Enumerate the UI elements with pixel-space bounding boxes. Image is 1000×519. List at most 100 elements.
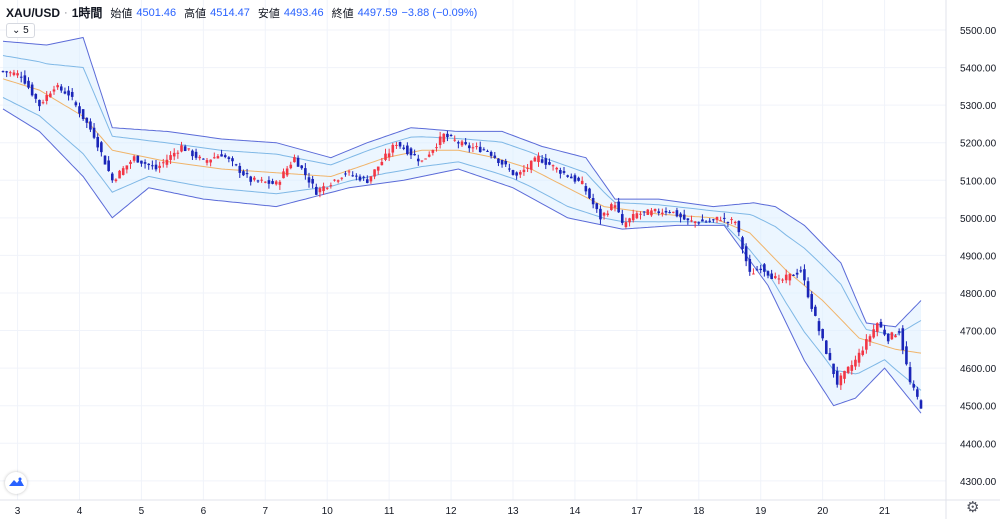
candle-body [719,220,722,222]
bollinger-fill [3,37,921,414]
candle-body [500,160,504,165]
candle-body [475,146,478,148]
candle-body [835,371,839,385]
candle-body [183,146,187,151]
candle-body [518,171,522,175]
y-tick-label: 4400.00 [960,439,997,450]
candle-body [125,165,129,170]
candle-body [256,180,260,182]
candle-body [347,171,351,173]
candle-body [187,148,191,150]
candle-body [172,152,176,157]
candle-body [376,166,380,171]
candle-body [67,90,70,96]
candle-body [49,93,52,98]
candle-body [81,109,85,120]
interval-label[interactable]: 1時間 [71,6,103,20]
candle-body [497,158,500,163]
candle-body [901,328,905,351]
candle-body [56,85,59,88]
close-label: 終値 [331,7,354,20]
candle-body [580,180,584,185]
change-value: −3.88 (−0.09%) [401,6,478,19]
candle-body [628,218,631,223]
candle-body [759,268,763,271]
candle-body [438,136,442,145]
candle-body [697,222,701,224]
candle-body [151,165,154,167]
study-toggle-button[interactable]: ⌄ 5 [6,23,35,38]
open-value: 4501.46 [136,6,177,19]
candle-body [602,212,606,216]
candle-body [679,213,682,218]
candle-body [333,179,336,181]
candle-body [606,213,610,215]
candle-body [30,84,34,96]
candle-body [712,219,715,221]
tradingview-logo-icon[interactable] [5,472,27,494]
candle-body [289,164,293,169]
gear-icon[interactable]: ⚙ [966,499,980,516]
candle-body [395,144,398,146]
candle-body [908,367,912,383]
candle-body [701,219,704,222]
candle-body [322,186,325,192]
candle-body [373,169,376,177]
y-tick-label: 4300.00 [960,477,997,488]
candle-body [431,150,435,153]
candle-body [424,158,427,160]
candle-body [646,209,650,215]
candle-body [788,273,792,281]
candle-body [453,139,457,141]
candle-body [508,168,511,170]
candle-body [733,221,737,224]
candle-body [253,177,256,180]
candle-body [278,181,282,185]
x-tick-label: 6 [201,506,207,517]
candle-body [205,160,209,163]
candle-body [708,220,712,222]
candle-body [784,274,788,281]
candle-body [63,91,67,94]
bollinger-upper [2,36,922,328]
candle-body [686,218,690,221]
candle-body [180,145,183,152]
candle-body [781,279,784,281]
high-value: 4514.47 [210,6,250,19]
candle-body [486,150,489,152]
candle-body [169,155,172,160]
candle-body [249,176,253,182]
candle-body [657,211,661,214]
candle-body [460,141,464,146]
candle-body [285,168,289,176]
candle-body [515,172,518,176]
candle-body [435,147,438,149]
candle-body [274,181,278,185]
candle-body [617,201,620,213]
candle-body [282,171,285,179]
y-tick-label: 4500.00 [960,402,997,413]
candle-body [588,188,591,199]
candle-body [420,160,424,162]
candle-body [260,179,263,181]
candle-body [752,273,755,275]
candle-body [158,165,161,168]
candle-body [227,157,231,159]
candle-body [562,171,566,173]
candle-body [682,214,686,220]
candle-body [544,158,548,165]
candle-body [540,159,544,163]
x-tick-label: 19 [755,506,767,517]
candle-body [100,142,103,153]
x-tick-label: 11 [384,506,395,517]
x-tick-label: 21 [879,506,891,517]
candle-body [355,175,358,177]
y-tick-label: 5400.00 [960,64,997,75]
bollinger-lower [2,108,922,414]
candle-body [409,148,413,156]
candle-body [726,222,730,224]
symbol-label[interactable]: XAU/USD [6,5,61,20]
candle-body [267,180,271,184]
candle-body [591,198,595,205]
